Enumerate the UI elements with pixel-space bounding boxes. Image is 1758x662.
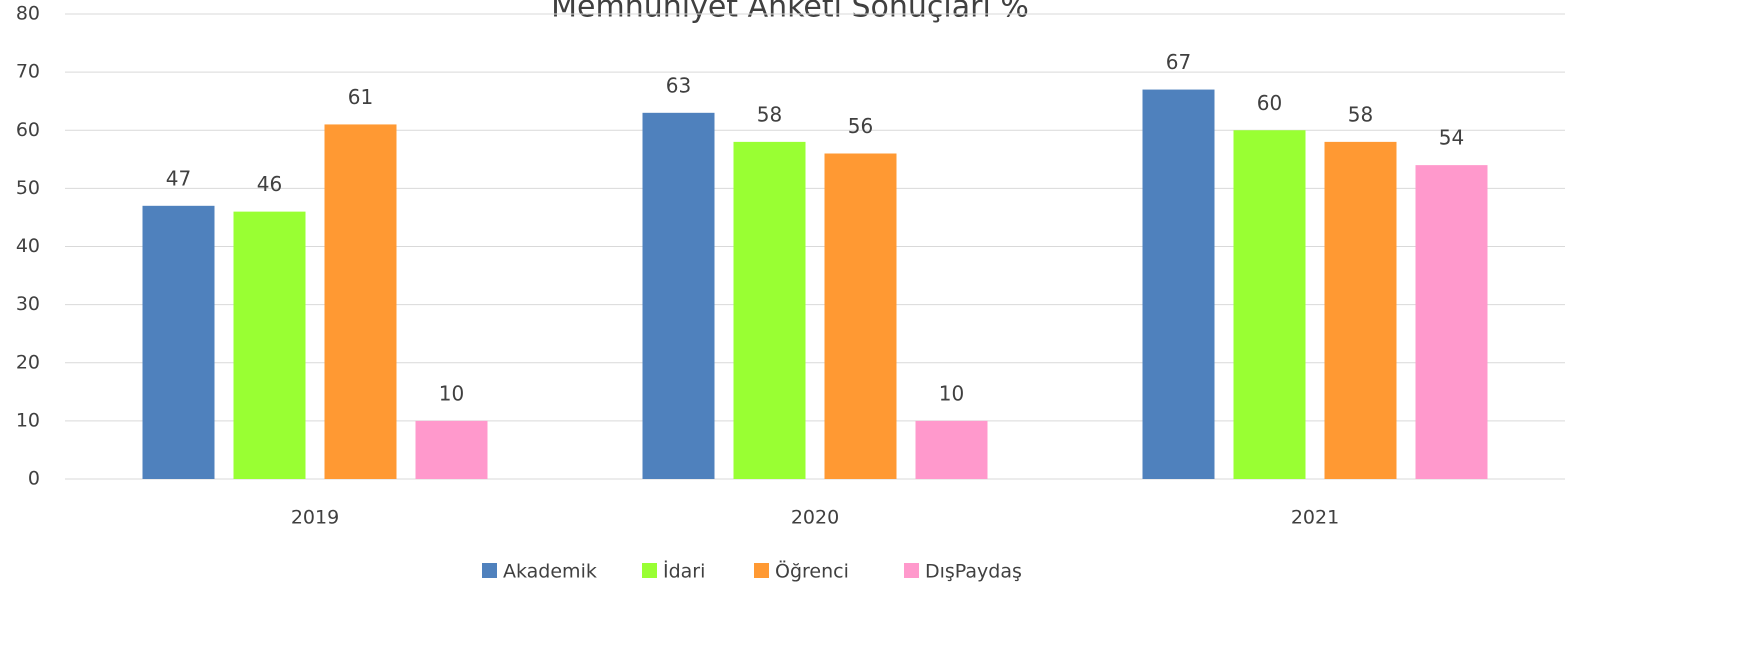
data-label: 56 [848, 114, 873, 138]
y-tick-label: 60 [16, 119, 40, 141]
x-tick-label: 2021 [1291, 507, 1339, 529]
legend-swatch [904, 563, 919, 578]
legend-swatch [754, 563, 769, 578]
data-label: 58 [1348, 102, 1373, 126]
data-label: 67 [1166, 50, 1191, 74]
legend-label: Akademik [503, 561, 597, 583]
chart-title: Memnuniyet Anketi Sonuçları % [551, 0, 1029, 25]
y-tick-label: 80 [16, 3, 40, 25]
x-tick-label: 2020 [791, 507, 839, 529]
x-tick-label: 2019 [291, 507, 339, 529]
data-label: 47 [166, 166, 191, 190]
bar [142, 205, 215, 479]
bar [415, 420, 488, 479]
bar [324, 124, 397, 479]
bar [233, 211, 306, 479]
bar [642, 112, 715, 479]
data-label: 63 [666, 73, 691, 97]
y-tick-label: 10 [16, 409, 40, 431]
data-label: 10 [939, 381, 964, 405]
data-label: 61 [348, 85, 373, 109]
legend-swatch [482, 563, 497, 578]
bar [1324, 141, 1397, 479]
bar [1233, 130, 1306, 479]
y-tick-label: 50 [16, 177, 40, 199]
bar [824, 153, 897, 479]
bar [915, 420, 988, 479]
bar [1415, 165, 1488, 479]
y-tick-label: 20 [16, 351, 40, 373]
legend-label: Öğrenci [775, 560, 849, 583]
legend-swatch [642, 563, 657, 578]
y-tick-label: 70 [16, 61, 40, 83]
legend-label: İdari [663, 560, 705, 583]
data-label: 54 [1439, 126, 1464, 150]
data-label: 10 [439, 381, 464, 405]
bar [1142, 89, 1215, 479]
bar [733, 141, 806, 479]
data-label: 60 [1257, 91, 1282, 115]
y-tick-label: 0 [28, 468, 40, 490]
data-label: 46 [257, 172, 282, 196]
y-tick-label: 30 [16, 293, 40, 315]
y-tick-label: 40 [16, 235, 40, 257]
legend-label: DışPaydaş [925, 561, 1022, 583]
data-label: 58 [757, 102, 782, 126]
